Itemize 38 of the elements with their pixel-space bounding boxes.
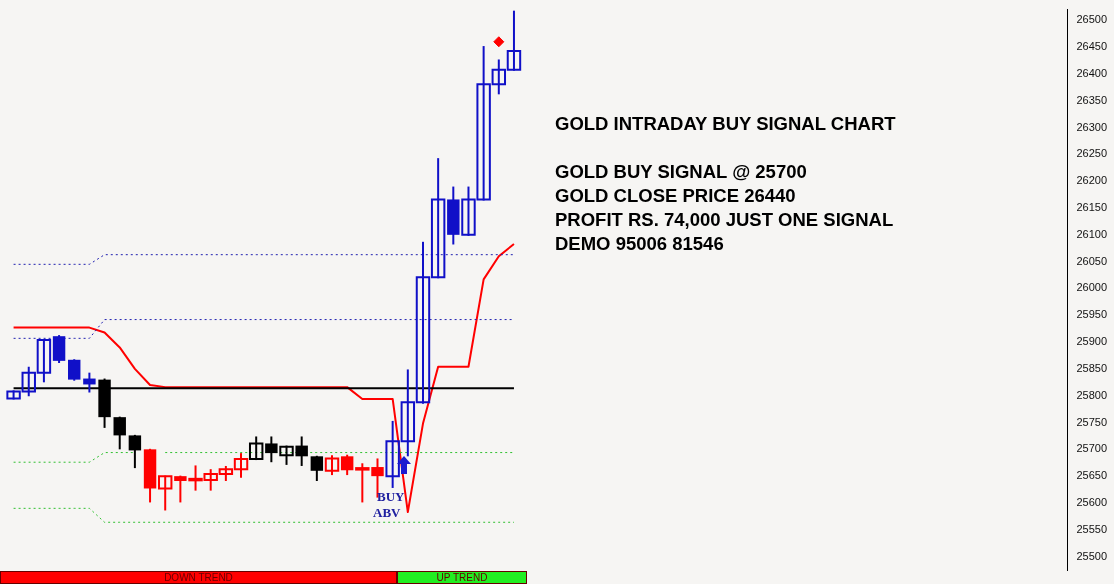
y-tick-label: 26150 bbox=[1076, 201, 1108, 214]
y-tick-label: 26000 bbox=[1076, 281, 1108, 294]
y-tick-label: 25750 bbox=[1076, 415, 1108, 428]
annotation: GOLD BUY SIGNAL @ 25700 bbox=[555, 160, 808, 184]
annotation: ABV bbox=[373, 505, 401, 520]
y-tick-label: 26200 bbox=[1076, 174, 1108, 187]
y-tick-label: 26500 bbox=[1076, 13, 1108, 26]
y-tick-label: 26050 bbox=[1076, 254, 1108, 267]
text: UP TREND bbox=[397, 571, 527, 584]
annotation: GOLD CLOSE PRICE 26440 bbox=[555, 184, 797, 208]
y-tick-label: 26250 bbox=[1076, 147, 1108, 160]
y-tick-label: 25700 bbox=[1076, 442, 1108, 455]
text: DOWN TREND bbox=[0, 571, 397, 584]
candlestick bbox=[340, 453, 354, 477]
annotation: PROFIT RS. 74,000 JUST ONE SIGNAL bbox=[555, 208, 895, 232]
candlestick bbox=[248, 435, 264, 462]
annotation: DEMO 95006 81546 bbox=[555, 232, 725, 256]
y-tick-label: 25500 bbox=[1076, 549, 1108, 562]
candlestick bbox=[113, 415, 126, 451]
text: GOLD INTRADAY BUY SIGNAL CHART bbox=[555, 112, 896, 136]
y-tick-label: 25600 bbox=[1076, 496, 1108, 508]
y-tick-label: 25850 bbox=[1076, 361, 1108, 374]
y-tick-label: 25650 bbox=[1076, 469, 1108, 482]
y-tick-label: 26300 bbox=[1076, 120, 1108, 133]
y-tick-label: 25800 bbox=[1076, 388, 1108, 401]
y-tick-label: 25950 bbox=[1076, 308, 1108, 321]
annotation: BUY bbox=[377, 489, 405, 504]
y-tick-label: 25900 bbox=[1076, 335, 1108, 348]
y-tick-label: 26100 bbox=[1076, 227, 1108, 240]
y-tick-label: 26450 bbox=[1076, 40, 1108, 53]
y-tick-label: 25550 bbox=[1076, 522, 1108, 535]
y-tick-label: 26350 bbox=[1076, 93, 1108, 106]
candlestick bbox=[68, 358, 81, 382]
y-tick-label: 26400 bbox=[1076, 66, 1108, 79]
candlestick bbox=[158, 474, 173, 512]
candlestick bbox=[324, 454, 340, 477]
candlestick bbox=[310, 454, 324, 482]
candlestick bbox=[128, 433, 142, 470]
